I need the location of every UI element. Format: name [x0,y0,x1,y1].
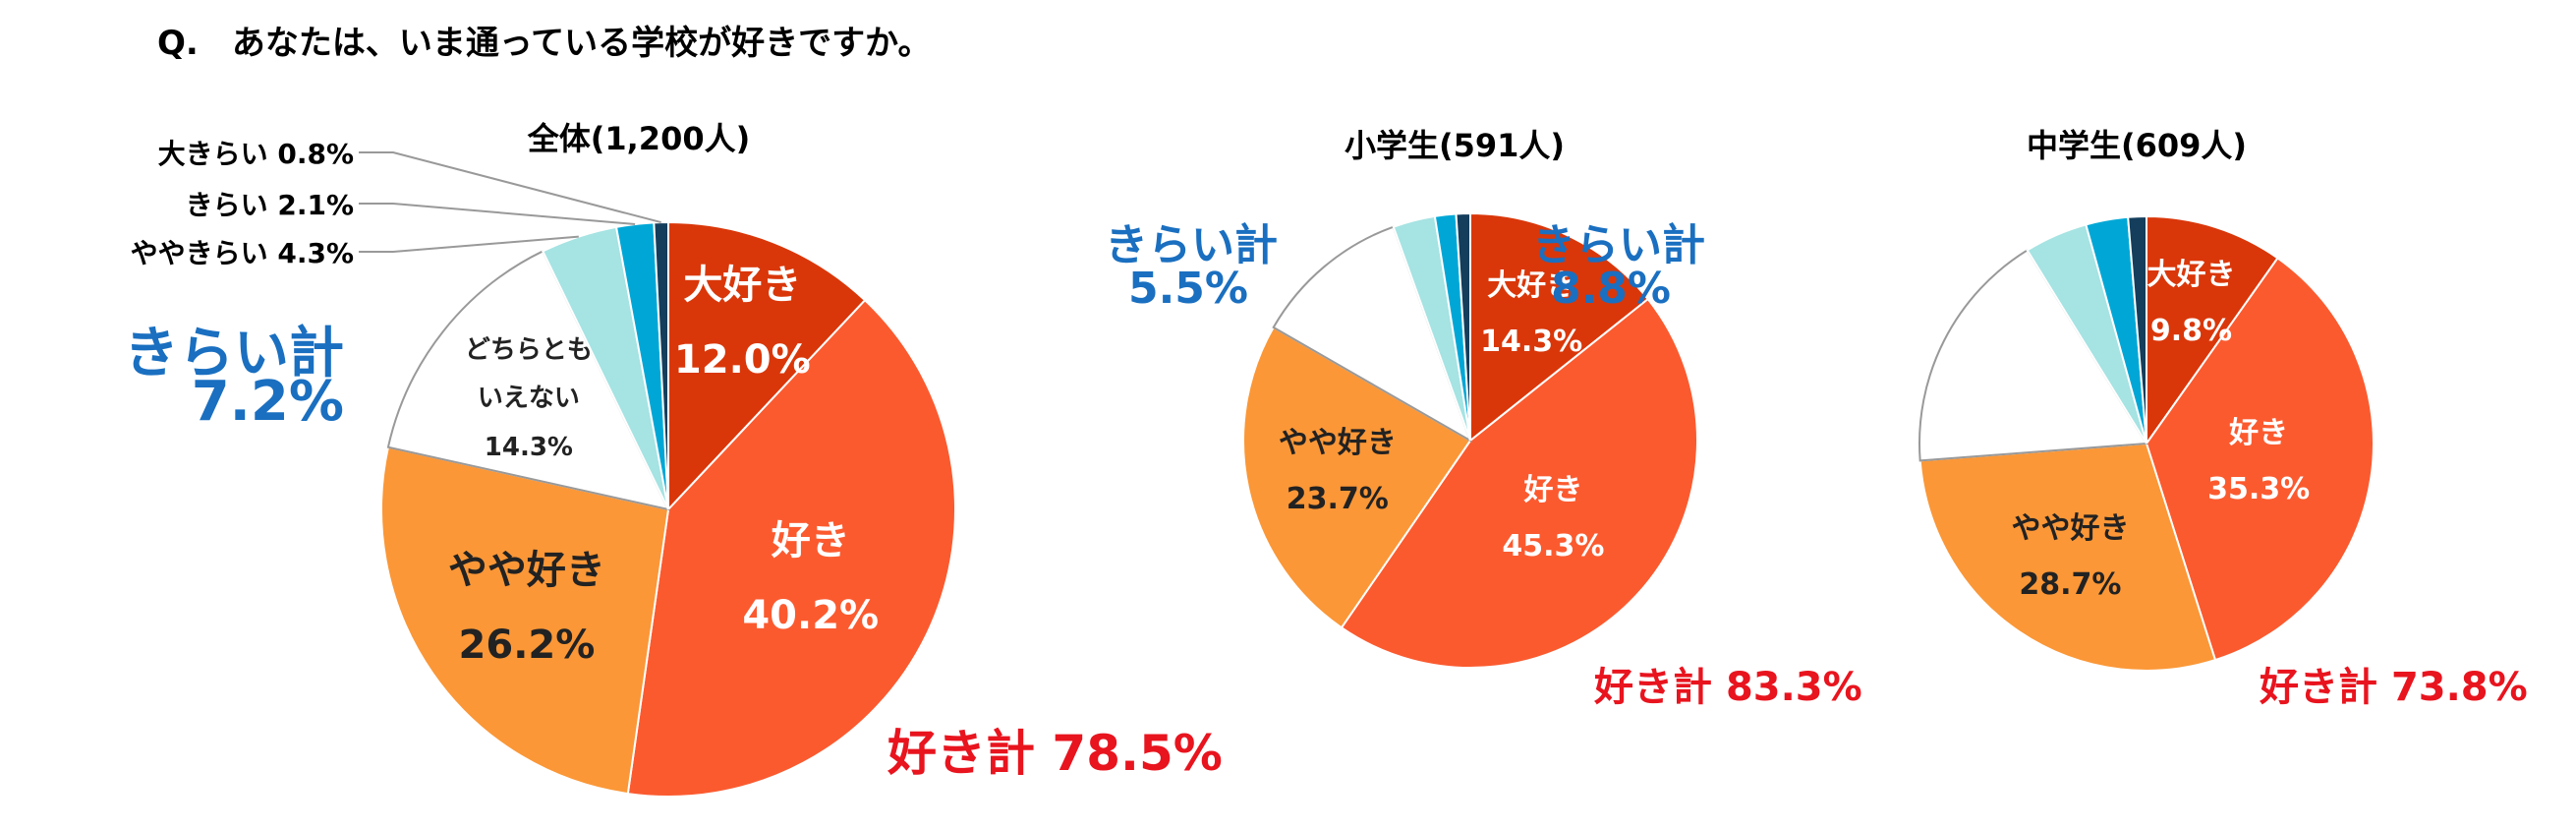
slice-label: やや好き 26.2% [379,533,674,682]
like-total: 好き計 73.8% [2260,655,2528,712]
like-total-value: 83.3% [1725,665,1862,710]
slice-label: やや好き 28.7% [1922,501,2217,613]
slice-value: 28.7% [2019,566,2122,602]
slice-value: 45.3% [1502,528,1605,563]
page-title: Q. あなたは、いま通っている学校が好きですか。 [157,24,932,63]
outside-label: きらい 2.1% [98,184,354,223]
like-total: 好き計 78.5% [887,714,1223,785]
dislike-total-value: 7.2% [191,370,344,435]
pie-slice [653,220,669,510]
slice-value: 12.0% [673,336,811,383]
pie-slice [1918,442,2217,672]
slice-category: どちらともいえない [464,334,593,414]
pie-slice [1242,326,1472,629]
slice-label: 好き 35.3% [2111,405,2406,517]
like-total-label: 好き計 [887,725,1035,782]
slice-category: ややきらい [130,237,268,269]
slice-category: きらい [185,189,268,221]
pie-slice [2127,214,2147,445]
slice-category: やや好き [447,547,605,593]
slice-value: 26.2% [458,622,596,668]
slice-value: 4.3% [277,237,354,269]
slice-category: 大きらい [157,138,268,170]
like-total-value: 78.5% [1052,725,1223,782]
slice-category: やや好き [2011,510,2130,546]
slice-value: 9.8% [2149,313,2233,348]
dislike-total-label: きらい計 [124,322,344,386]
slice-value: 0.8% [277,138,354,170]
slice-label: 好き 40.2% [663,504,958,653]
outside-label: ややきらい 4.3% [98,232,354,271]
slice-value: 23.7% [1286,481,1389,516]
slice-value: 14.3% [1480,324,1583,359]
slice-value: 35.3% [2207,471,2311,506]
slice-label: 大好き 14.3% [1384,258,1679,370]
slice-category: 好き [2229,415,2289,450]
slice-value: 14.3% [484,432,573,462]
like-total-label: 好き計 [1594,665,1712,710]
leader-line [359,203,636,225]
chart-title: 全体(1,200人) [527,120,751,157]
pie-slice [2145,257,2375,662]
chart-title: 小学生(591人) [1344,127,1566,164]
leader-line [359,151,661,224]
pie-slice [1455,211,1471,442]
slice-label: 大好き 12.0% [595,248,889,397]
pie-slice [1272,225,1472,444]
slice-category: 好き [1523,472,1583,507]
pie-slice [1918,249,2148,462]
slice-label: 好き 45.3% [1405,462,1700,574]
slice-category: 大好き [1487,267,1576,303]
outside-label: 大きらい 0.8% [98,133,354,172]
slice-value: 2.1% [277,189,354,221]
pie-slice [1469,211,1650,444]
slice-label: やや好き 23.7% [1190,415,1485,527]
slice-category: 大好き [2147,257,2236,292]
pie-slice [386,250,670,511]
dislike-total-label: きらい計 [1105,219,1278,270]
slice-category: やや好き [1278,425,1397,460]
slice-category: 大好き [683,262,802,308]
chart-title: 中学生(609人) [2026,127,2248,164]
dislike-total-value: 5.5% [1127,263,1248,314]
pie-slice [626,298,956,798]
like-total: 好き計 83.3% [1594,655,1862,712]
pie-slice [667,220,867,512]
pie-slice [380,445,670,796]
leader-line [359,235,579,253]
dislike-total-value: 8.8% [1550,263,1671,314]
slice-value: 40.2% [742,592,880,638]
pie-slice [2146,214,2279,447]
like-total-value: 73.8% [2390,665,2528,710]
dislike-total-label: きらい計 [1532,219,1705,270]
like-total-label: 好き計 [2260,665,2377,710]
slice-label: どちらともいえない 14.3% [460,326,598,472]
pie-slice [1340,297,1698,669]
slice-category: 好き [771,517,850,563]
slice-label: 大好き 9.8% [2044,247,2339,359]
